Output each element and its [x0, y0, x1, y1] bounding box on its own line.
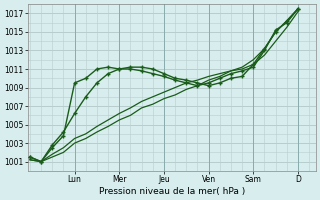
X-axis label: Pression niveau de la mer( hPa ): Pression niveau de la mer( hPa ): [99, 187, 245, 196]
